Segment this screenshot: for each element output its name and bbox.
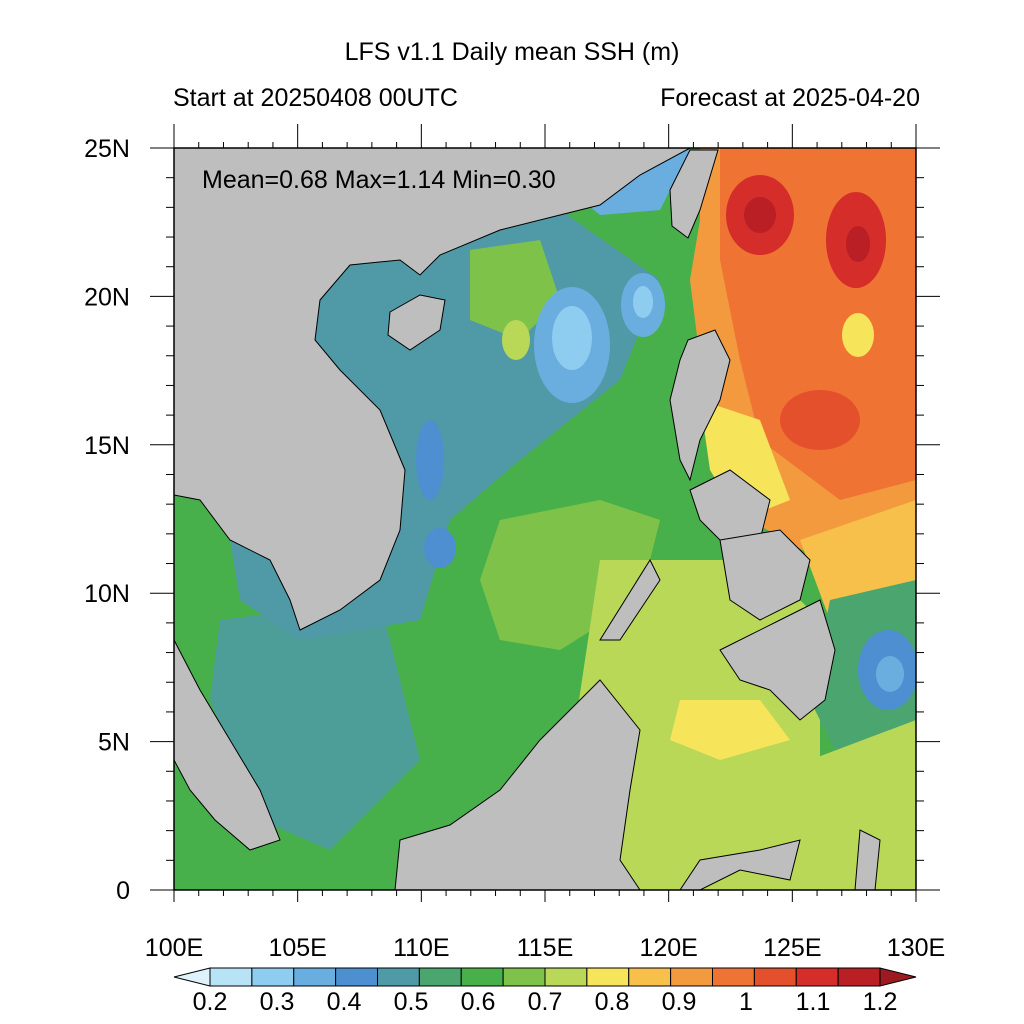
lat-tick-label: 0 xyxy=(116,877,130,905)
contour-0.7-eddy xyxy=(502,320,530,360)
land-samar-leyte xyxy=(719,529,811,621)
contour-0.55-south xyxy=(210,600,420,850)
eddy-yellow-pacific xyxy=(842,313,874,357)
colorbar-label: 1 xyxy=(739,988,753,1016)
lon-tick-label: 110E xyxy=(393,934,450,962)
land xyxy=(174,148,881,890)
lat-tick-label: 10N xyxy=(84,580,130,608)
longitude-axis: 100E 105E 110E 115E 120E 125E 130E xyxy=(145,124,945,962)
contour-0.8-patch xyxy=(670,700,790,760)
land-indochina xyxy=(174,148,691,631)
colorbar-label: 0.9 xyxy=(662,988,697,1016)
colorbar-label: 0.3 xyxy=(260,988,295,1016)
mindanao-eddy-inner xyxy=(876,656,904,692)
colorbar-swatch xyxy=(837,967,881,987)
land-luzon xyxy=(669,329,731,482)
colorbar-label: 1.1 xyxy=(796,988,831,1016)
colorbar: 0.2 0.3 0.4 0.5 0.6 0.7 0.8 0.9 1 1.1 1.2 xyxy=(173,967,917,1016)
lat-tick-label: 15N xyxy=(84,432,130,460)
colorbar-label: 1.2 xyxy=(863,988,898,1016)
colorbar-swatch xyxy=(670,967,713,987)
eddy-blue-1-core xyxy=(552,306,592,370)
map-title: LFS v1.1 Daily mean SSH (m) xyxy=(344,38,680,66)
colorbar-swatch xyxy=(753,967,797,987)
lat-tick-label: 5N xyxy=(98,729,130,757)
contour-0.7-east xyxy=(810,720,916,890)
land-malay-peninsula xyxy=(174,639,281,851)
colorbar-swatch xyxy=(795,967,839,987)
lon-tick-label: 125E xyxy=(763,934,821,962)
land-palawan xyxy=(599,558,661,641)
colorbar-swatch xyxy=(586,967,630,987)
lat-tick-label: 25N xyxy=(84,135,130,163)
colorbar-label: 0.7 xyxy=(528,988,563,1016)
colorbar-swatch xyxy=(460,967,504,987)
lon-tick-label: 100E xyxy=(145,934,203,962)
forecast-date-label: Forecast at 2025-04-20 xyxy=(660,84,920,112)
colorbar-label: 0.8 xyxy=(595,988,630,1016)
lon-tick-label: 105E xyxy=(268,934,326,962)
colorbar-swatch xyxy=(418,967,462,987)
colorbar-swatch xyxy=(377,967,420,987)
colorbar-swatch xyxy=(502,967,546,987)
colorbar-swatch xyxy=(251,967,295,987)
ssh-field xyxy=(174,148,916,890)
land-taiwan xyxy=(669,149,719,239)
colorbar-max-arrow xyxy=(879,967,917,987)
lat-tick-label: 20N xyxy=(84,283,130,311)
colorbar-label: 0.5 xyxy=(394,988,429,1016)
land-borneo xyxy=(394,679,641,890)
colorbar-label: 0.2 xyxy=(193,988,228,1016)
eddy-warm-2-core xyxy=(846,226,870,262)
colorbar-swatch xyxy=(628,967,672,987)
lon-tick-label: 130E xyxy=(887,934,945,962)
colorbar-min-arrow xyxy=(173,967,211,987)
land-mindanao xyxy=(719,599,836,721)
start-time-label: Start at 20250408 00UTC xyxy=(173,84,458,112)
lon-tick-label: 115E xyxy=(517,934,574,962)
lon-tick-label: 120E xyxy=(639,934,697,962)
colorbar-swatch xyxy=(712,967,755,987)
eddy-blue-3 xyxy=(416,420,444,500)
colorbar-label: 0.4 xyxy=(327,988,362,1016)
eddy-warm-1-core xyxy=(744,197,776,233)
eddy-blue-4 xyxy=(424,528,456,568)
colorbar-label: 0.6 xyxy=(461,988,496,1016)
colorbar-swatch xyxy=(209,967,253,987)
eddy-warm-3 xyxy=(780,390,860,450)
eddy-blue-2-core xyxy=(633,286,653,318)
colorbar-swatch xyxy=(544,967,588,987)
contour-0.65-north xyxy=(470,240,560,340)
stats-annotation: Mean=0.68 Max=1.14 Min=0.30 xyxy=(202,166,556,194)
colorbar-swatch xyxy=(335,967,378,987)
land-halmahera xyxy=(854,829,881,890)
land-sulawesi xyxy=(679,839,801,890)
land-hainan xyxy=(387,294,446,351)
latitude-axis: 0 5N 10N 15N 20N 25N xyxy=(84,135,940,905)
colorbar-swatch xyxy=(293,967,337,987)
